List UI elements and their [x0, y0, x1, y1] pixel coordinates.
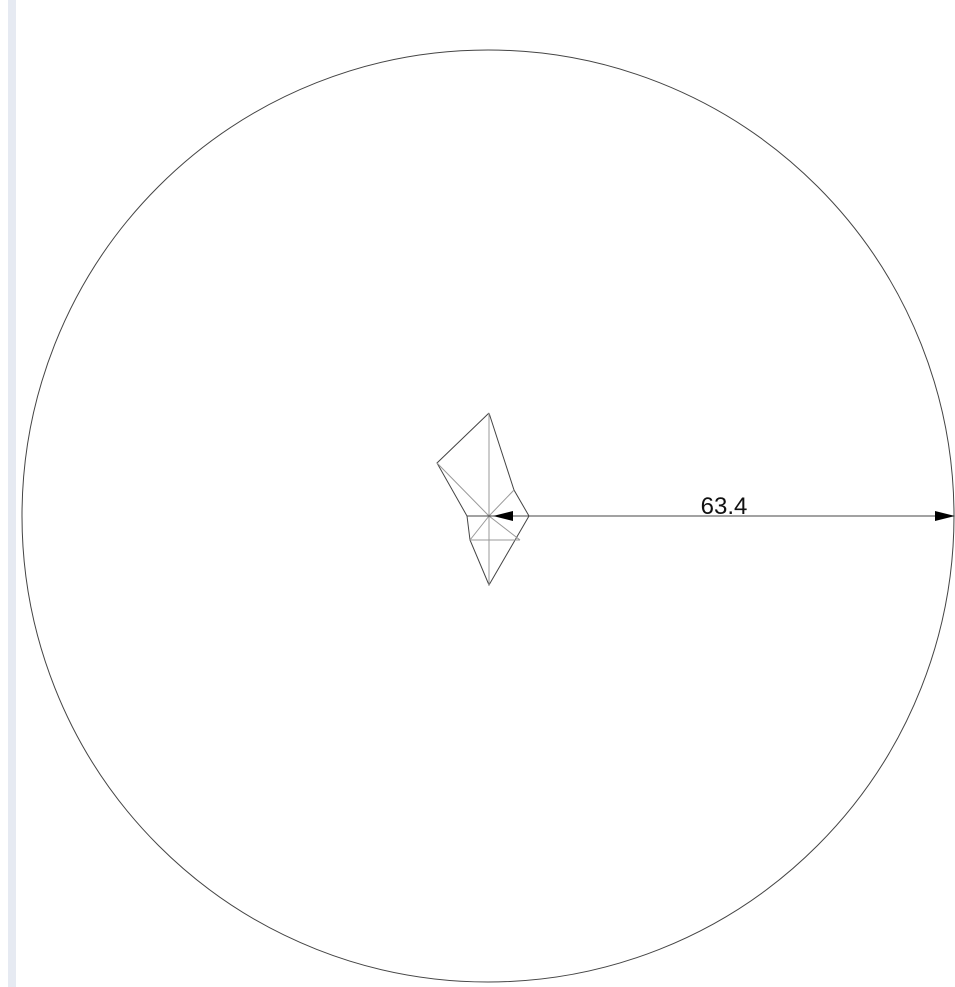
- shape-edge: [469, 515, 490, 541]
- shape-edge: [488, 515, 521, 541]
- shape-outline: [436, 412, 530, 587]
- side-strip: [8, 0, 16, 987]
- shape-edge: [488, 489, 515, 517]
- arrow-head: [935, 511, 955, 521]
- shape-edge: [436, 462, 490, 517]
- center-shape: [436, 412, 530, 587]
- dimension: 63.4: [493, 493, 955, 521]
- arrow-head: [493, 511, 513, 521]
- dimension-label: 63.4: [701, 493, 748, 520]
